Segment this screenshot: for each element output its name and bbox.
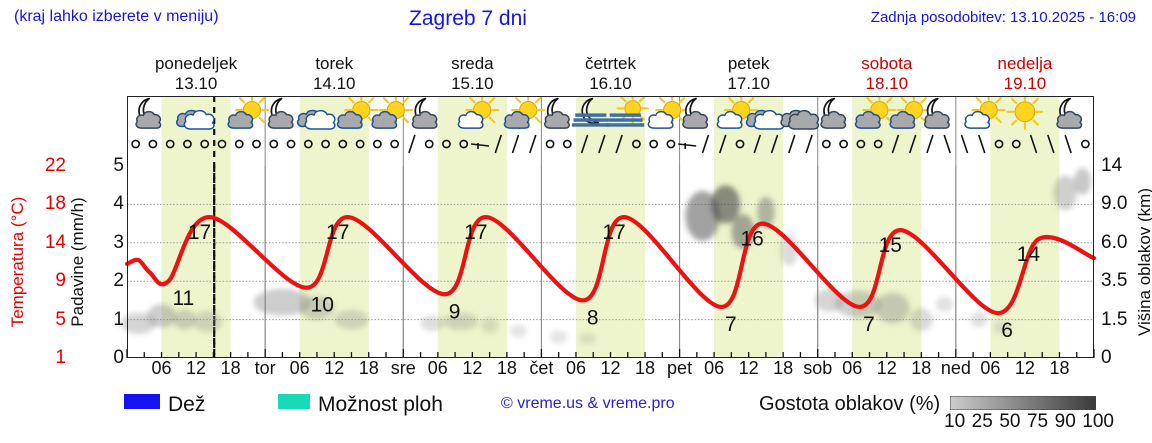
svg-text:8: 8 [587, 306, 599, 329]
svg-text:16: 16 [740, 228, 763, 251]
svg-text:6: 6 [1001, 319, 1013, 342]
svg-text:11: 11 [172, 287, 194, 310]
svg-text:14: 14 [1017, 243, 1041, 266]
svg-text:17: 17 [188, 221, 211, 244]
svg-text:7: 7 [725, 313, 737, 336]
svg-text:7: 7 [863, 313, 875, 336]
svg-text:15: 15 [879, 234, 902, 257]
svg-text:9: 9 [449, 300, 461, 323]
svg-text:17: 17 [602, 221, 625, 244]
svg-text:17: 17 [464, 221, 487, 244]
svg-text:10: 10 [311, 294, 334, 317]
svg-text:17: 17 [326, 221, 349, 244]
